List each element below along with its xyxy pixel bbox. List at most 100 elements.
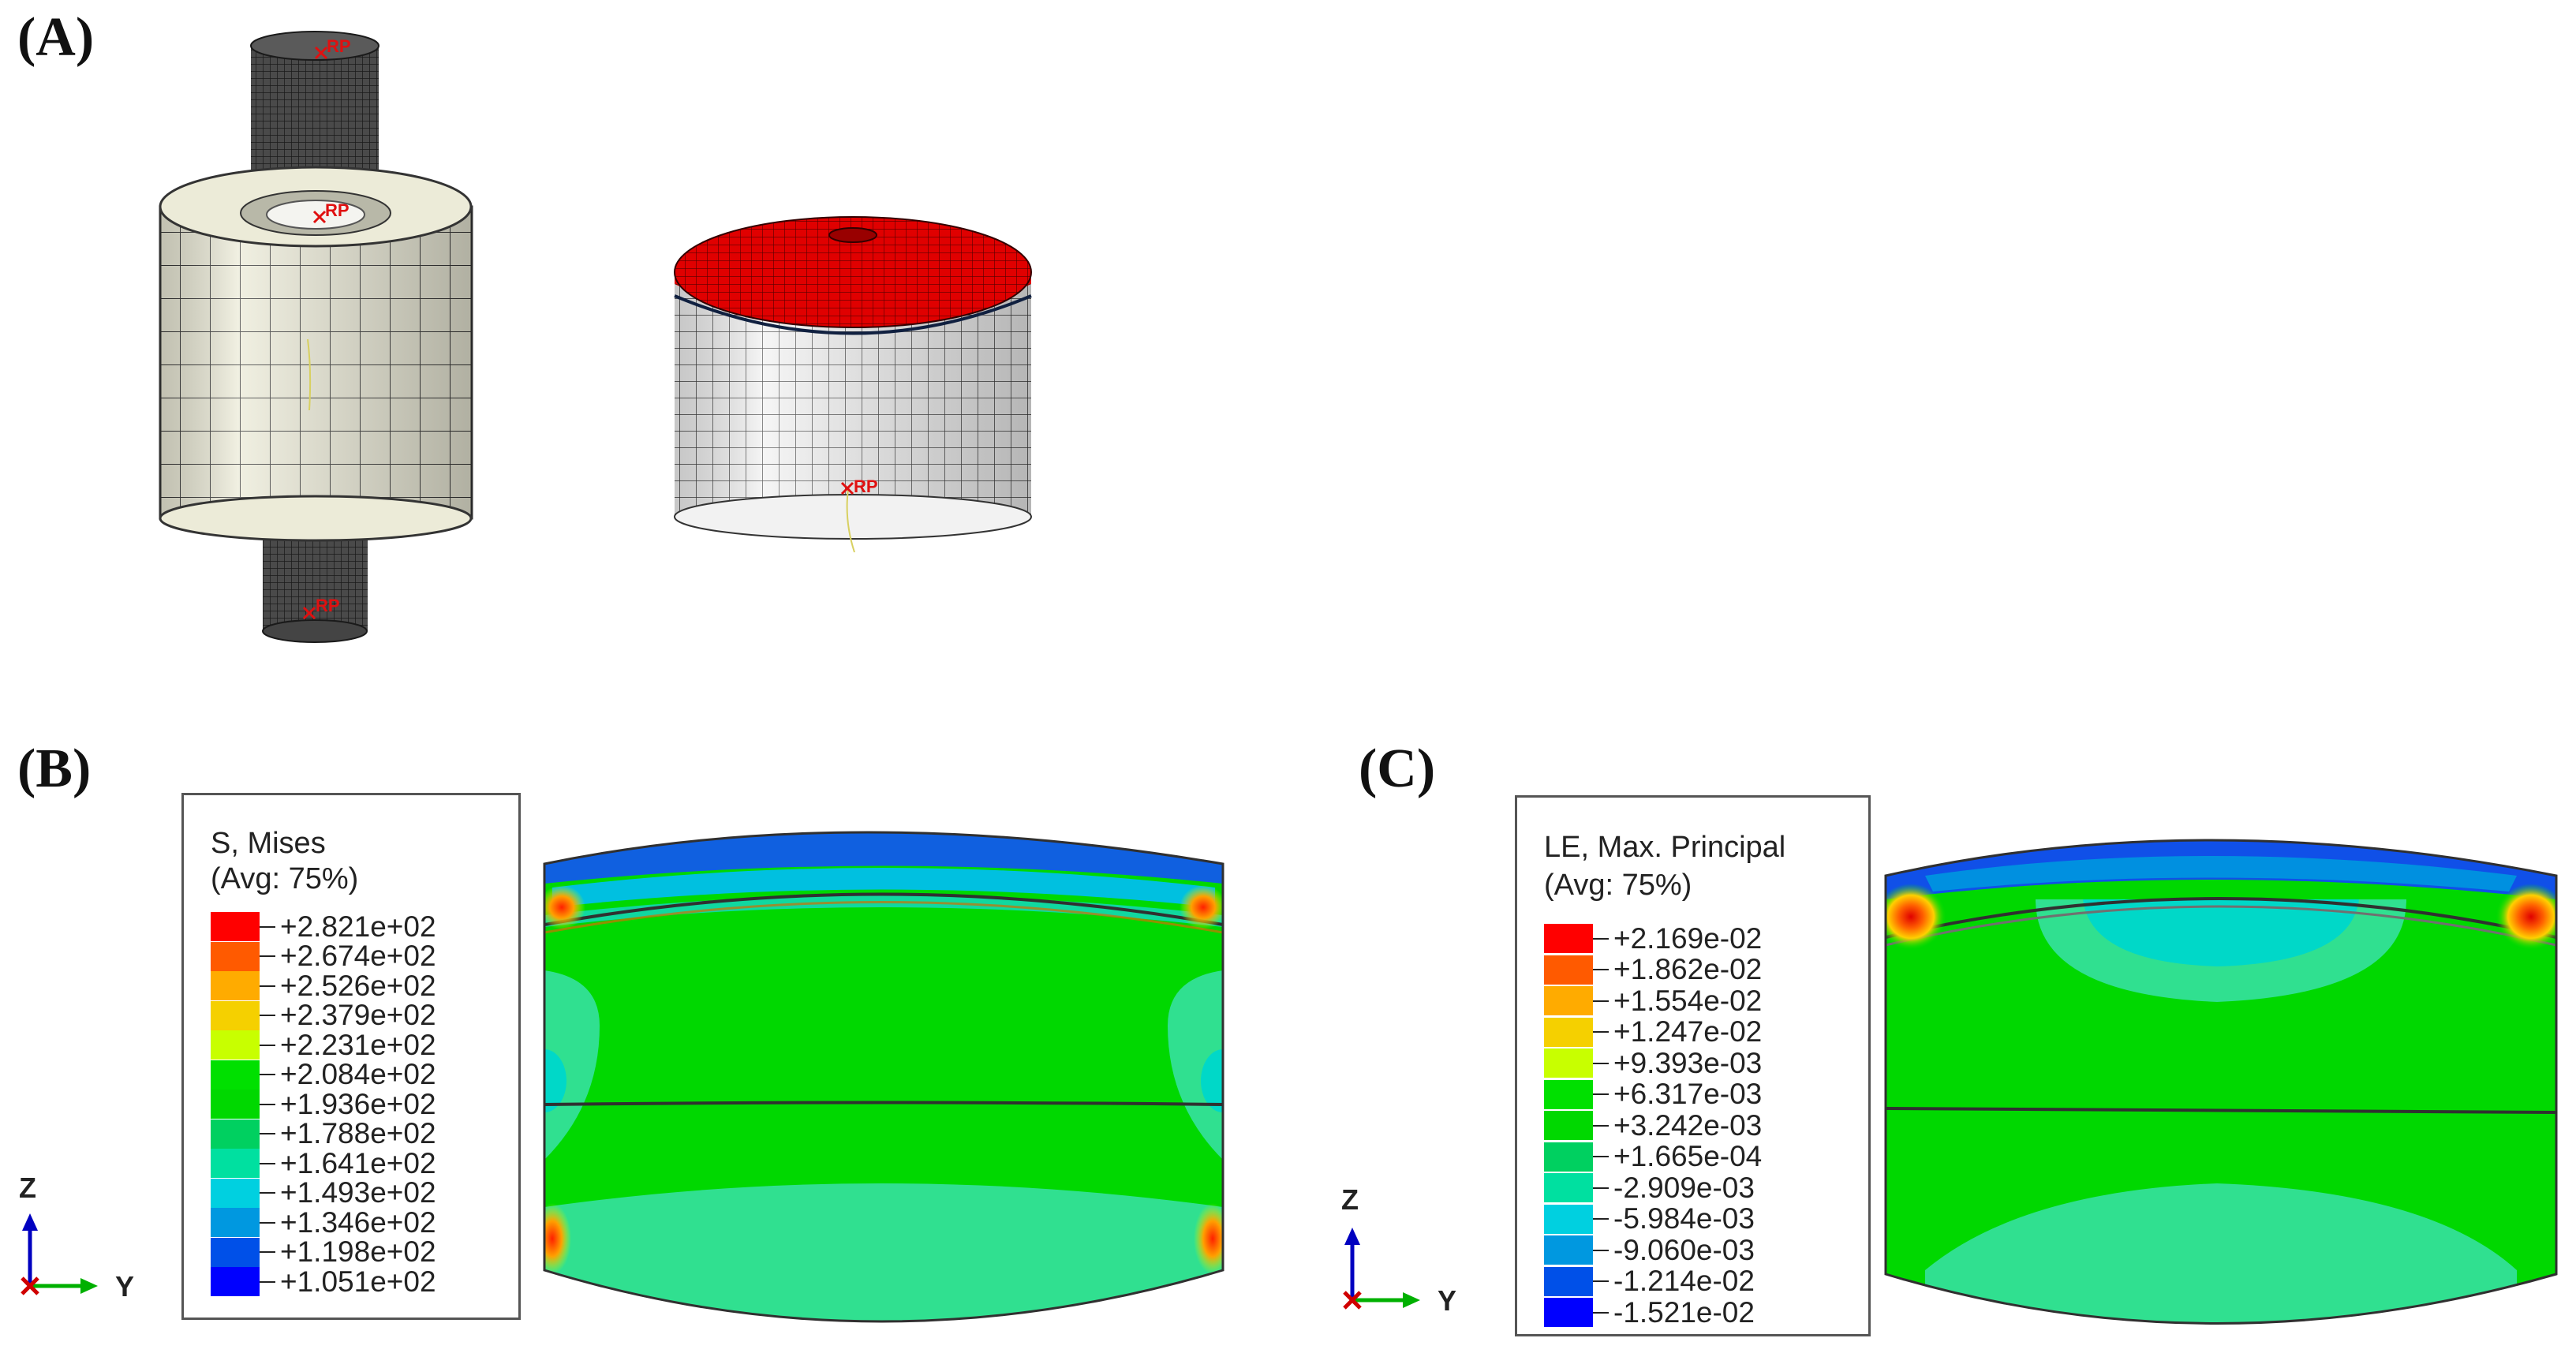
legend-tick	[260, 1044, 275, 1046]
legend-tick	[260, 955, 275, 957]
legend-row: +1.051e+02	[211, 1265, 436, 1298]
legend-tick	[260, 925, 275, 928]
specimen-model-right	[674, 216, 1032, 553]
rp-marker-bottom: RP	[302, 596, 340, 620]
legend-value: -5.984e-03	[1613, 1202, 1755, 1235]
legend-row: +1.665e-04	[1544, 1140, 1763, 1172]
legend-value: +3.242e-03	[1613, 1108, 1763, 1142]
legend-value: +2.169e-02	[1613, 921, 1763, 955]
panel-label-a: (A)	[17, 7, 95, 68]
legend-value: +2.379e+02	[280, 999, 436, 1031]
legend-value: +6.317e-03	[1613, 1078, 1763, 1110]
contour-plot-le	[1884, 839, 2558, 1325]
rp-marker-top: RP	[314, 36, 351, 60]
axis-triad-c	[1343, 1228, 1420, 1310]
legend-value: +1.862e-02	[1613, 953, 1763, 985]
legend-value: +1.051e+02	[280, 1265, 436, 1298]
legend-row: +2.231e+02	[211, 1028, 436, 1061]
legend-swatch	[211, 1149, 260, 1178]
legend-tick	[260, 1192, 275, 1194]
legend-swatch	[211, 1267, 260, 1296]
legend-swatch	[1544, 1111, 1593, 1140]
legend-swatch	[1544, 1079, 1593, 1109]
legend-tick	[1593, 1031, 1609, 1033]
triad-z-label-b: Z	[19, 1172, 36, 1204]
legend-swatch	[1544, 955, 1593, 985]
legend-mises: S, Mises (Avg: 75%) +2.821e+02 +2.674e+02…	[181, 793, 521, 1320]
legend-tick	[1593, 1187, 1609, 1189]
legend-value: +1.493e+02	[280, 1176, 436, 1209]
legend-swatch	[211, 1060, 260, 1090]
legend-row: +2.674e+02	[211, 940, 436, 972]
legend-swatch	[211, 941, 260, 971]
legend-swatch	[1544, 924, 1593, 953]
legend-swatch	[211, 1237, 260, 1267]
legend-swatch	[211, 912, 260, 941]
legend-swatch	[211, 971, 260, 1000]
legend-row: +2.526e+02	[211, 970, 436, 1002]
rp-marker-specimen: RP	[840, 477, 878, 496]
legend-tick	[1593, 1218, 1609, 1220]
legend-tick	[260, 1280, 275, 1283]
legend-value: +1.641e+02	[280, 1146, 436, 1179]
legend-swatch	[1544, 1298, 1593, 1327]
svg-text:RP: RP	[316, 596, 340, 615]
legend-subtitle: (Avg: 75%)	[1544, 869, 1692, 902]
legend-le: LE, Max. Principal (Avg: 75%) +2.169e-02…	[1515, 795, 1871, 1336]
legend-value: +1.346e+02	[280, 1205, 436, 1239]
legend-value: +2.674e+02	[280, 940, 436, 972]
legend-value: +2.231e+02	[280, 1028, 436, 1061]
legend-title: LE, Max. Principal	[1544, 831, 1786, 864]
legend-row: +9.393e-03	[1544, 1046, 1763, 1079]
legend-row: +2.379e+02	[211, 999, 436, 1031]
legend-tick	[260, 1221, 275, 1224]
legend-value: +2.821e+02	[280, 910, 436, 943]
legend-row: +6.317e-03	[1544, 1078, 1763, 1110]
legend-swatch	[1544, 1142, 1593, 1172]
legend-tick	[1593, 1311, 1609, 1314]
legend-swatch	[1544, 1173, 1593, 1202]
rp-marker-middle: RP	[312, 200, 350, 224]
legend-swatch	[211, 1208, 260, 1237]
legend-tick	[260, 985, 275, 987]
legend-tick	[1593, 969, 1609, 970]
legend-swatch	[1544, 1204, 1593, 1234]
legend-row: -9.060e-03	[1544, 1233, 1755, 1266]
legend-value: -2.909e-03	[1613, 1171, 1755, 1204]
legend-tick	[1593, 1124, 1609, 1127]
legend-tick	[1593, 1280, 1609, 1282]
svg-text:RP: RP	[854, 477, 878, 496]
legend-title: S, Mises	[211, 827, 326, 860]
legend-tick	[260, 1074, 275, 1075]
legend-tick	[260, 1133, 275, 1134]
legend-swatch	[211, 1090, 260, 1119]
legend-value: +1.247e-02	[1613, 1015, 1763, 1048]
assembly-model-left	[159, 31, 473, 643]
contour-plot-mises	[543, 831, 1224, 1323]
legend-swatch	[1544, 986, 1593, 1015]
legend-tick	[260, 1162, 275, 1164]
legend-subtitle: (Avg: 75%)	[211, 862, 359, 895]
legend-row: +1.247e-02	[1544, 1015, 1763, 1048]
legend-value: +1.554e-02	[1613, 984, 1763, 1017]
legend-tick	[1593, 1156, 1609, 1157]
legend-tick	[1593, 1062, 1609, 1064]
legend-value: -9.060e-03	[1613, 1233, 1755, 1266]
legend-row: +2.821e+02	[211, 910, 436, 943]
legend-row: +1.554e-02	[1544, 984, 1763, 1017]
legend-row: +1.936e+02	[211, 1088, 436, 1120]
legend-value: +9.393e-03	[1613, 1046, 1763, 1079]
legend-tick	[260, 1103, 275, 1105]
legend-swatch	[211, 1030, 260, 1060]
legend-row: +3.242e-03	[1544, 1108, 1763, 1142]
legend-value: -1.214e-02	[1613, 1265, 1755, 1297]
legend-value: +2.084e+02	[280, 1058, 436, 1090]
legend-value: +1.198e+02	[280, 1235, 436, 1268]
legend-swatch	[211, 1119, 260, 1149]
legend-row: +1.862e-02	[1544, 953, 1763, 985]
legend-value: +1.665e-04	[1613, 1140, 1763, 1172]
legend-row: +1.641e+02	[211, 1146, 436, 1179]
legend-row: +2.084e+02	[211, 1058, 436, 1090]
legend-swatch	[1544, 1266, 1593, 1296]
legend-row: +1.346e+02	[211, 1205, 436, 1239]
